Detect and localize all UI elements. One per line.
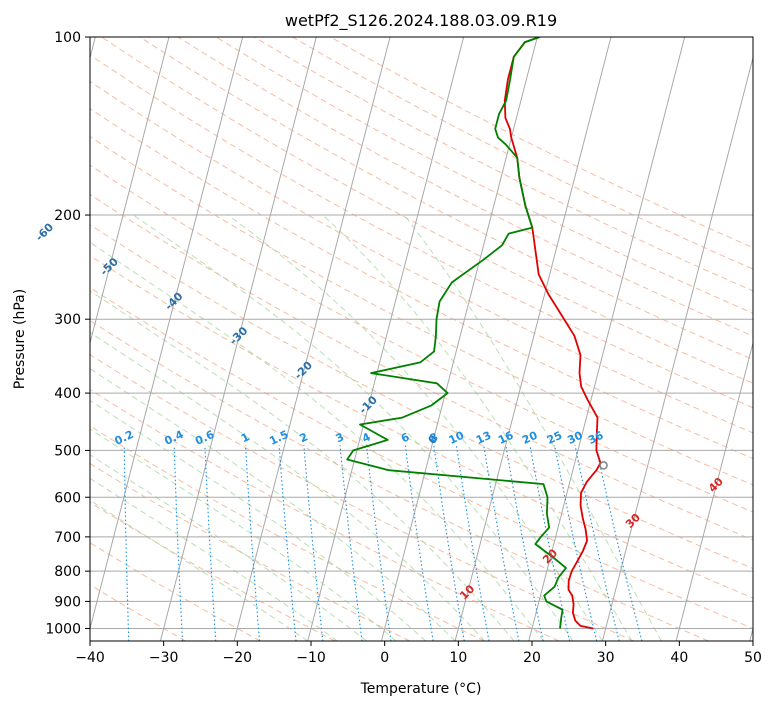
plot-background [90,37,753,641]
x-tick-label: 50 [744,650,762,666]
mixing-ratio-label: 30 [565,429,585,447]
background-lines [90,37,753,641]
dry-adiabat [177,37,753,337]
chart-title: wetPf2_S126.2024.188.03.09.R19 [285,11,557,31]
isotherm-line [528,37,686,641]
x-tick-label: 20 [523,650,541,666]
dry-adiabat [90,135,753,486]
mixing-ratio-line [505,445,544,641]
moist-adiabat [322,214,633,641]
x-tick-label: −30 [149,650,179,666]
mixing-ratio-label: 20 [520,429,540,447]
isotherm-line [454,37,612,641]
isotherm-line [90,37,170,346]
y-tick-label: 200 [54,208,81,224]
dry-adiabat [90,584,186,641]
axis-ticks: −40 −30 −20 −10 0 10 20 30 40 50 100 200 300 400 500 60… [45,30,762,666]
moist-adiabat [90,454,367,641]
moist-adiabat [227,214,603,641]
mixing-ratio-line [455,445,490,641]
mixing-ratio-label: 25 [545,429,564,447]
mixing-ratio-line [529,445,571,641]
mixing-ratio-line [483,445,520,641]
moist-adiabat [90,477,338,641]
mixing-ratio-label: 16 [496,429,516,447]
temperature-profile [503,37,602,630]
y-tick-label: 800 [54,564,81,580]
mixing-ratio-line [574,445,620,641]
y-tick-label: 500 [54,443,81,459]
mixing-ratio-line [433,445,465,641]
y-axis-label: Pressure (hPa) [12,289,28,389]
mixing-ratio-label: 13 [474,429,493,447]
x-axis-label: Temperature (°C) [360,681,482,697]
mixing-ratio-line [278,445,297,641]
isotherm-line [90,37,244,631]
isotherm-line [601,55,753,641]
profile-lines [346,37,608,630]
dry-adiabat [215,37,753,314]
mixing-ratio-line [339,445,363,641]
dry-adiabat [101,37,753,384]
x-tick-label: 10 [449,650,467,666]
moist-adiabat [90,367,456,641]
mixing-ratio-line [554,445,598,641]
dewpoint-profile [346,37,567,629]
x-tick-label: −10 [296,650,326,666]
mixing-ratio-line [404,445,434,641]
y-tick-label: 100 [54,30,81,46]
mixing-ratio-line [365,445,392,641]
dry-adiabat [90,320,709,641]
plot-frame [89,36,754,642]
mixing-ratio-line [595,445,643,641]
isotherm-line [159,37,317,641]
mixing-ratio-label: 10 [447,429,467,447]
isotherm-label: -60 [33,220,56,243]
y-tick-label: 400 [54,386,81,402]
mixing-ratio-label: 36 [586,429,606,447]
isotherm-line [233,37,391,641]
x-tick-label: −40 [75,650,105,666]
y-tick-label: 600 [54,490,81,506]
mixing-ratio-line [303,445,324,641]
dry-adiabat [90,354,635,641]
dry-adiabat [90,389,560,641]
x-tick-label: 30 [597,650,615,666]
parcel-marker [599,461,608,470]
dry-adiabat [90,108,753,460]
moist-adiabat [90,290,515,641]
isotherm-line [749,626,753,641]
moist-adiabat [90,499,309,641]
x-tick-label: −20 [223,650,253,666]
dry-adiabat [90,164,753,513]
moist-adiabat [132,214,574,641]
isotherm-line [675,341,753,641]
dry-adiabat [90,425,485,641]
dry-adiabat [90,54,753,409]
moist-adiabat [90,331,485,641]
y-tick-label: 900 [54,594,81,610]
y-tick-label: 700 [54,530,81,546]
x-tick-label: 0 [380,650,389,666]
x-tick-label: 40 [670,650,688,666]
isotherm-line [307,37,465,641]
y-tick-label: 1000 [45,621,81,637]
dry-adiabat [90,255,753,599]
y-tick-label: 300 [54,312,81,328]
dry-adiabat [90,287,753,630]
moist-adiabat [90,241,544,641]
